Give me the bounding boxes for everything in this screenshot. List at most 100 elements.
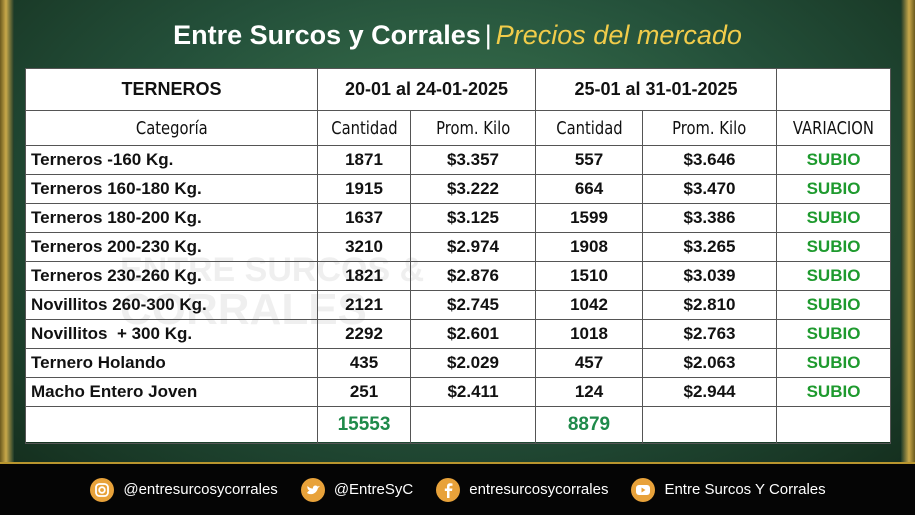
price-table: TERNEROS 20-01 al 24-01-2025 25-01 al 31-0… <box>25 68 891 444</box>
variation-cell: SUBIO <box>776 290 891 320</box>
value-cell: $2.411 <box>410 377 536 407</box>
column-text: Cantidad <box>555 117 623 139</box>
value-cell: $2.810 <box>642 290 777 320</box>
instagram-icon <box>90 477 115 502</box>
category-cell: Terneros 160-180 Kg. <box>25 174 318 204</box>
column-text: Prom. Kilo <box>672 117 747 139</box>
value-cell: 251 <box>317 377 411 407</box>
category-cell: Terneros 230-260 Kg. <box>25 261 318 291</box>
value-cell: $2.944 <box>642 377 777 407</box>
value-cell: $3.470 <box>642 174 777 204</box>
value-cell: $2.601 <box>410 319 536 349</box>
column-text: Prom. Kilo <box>435 117 511 139</box>
value-cell: $2.974 <box>410 232 536 262</box>
value-cell: 457 <box>535 348 643 378</box>
footer: @entresurcosycorrales @EntreSyC entresur… <box>0 462 915 515</box>
value-cell: $2.745 <box>410 290 536 320</box>
column-header: Prom. Kilo <box>410 110 536 146</box>
data-row: Terneros 180-200 Kg. 1637 $3.125 1599 $3.386… <box>25 203 891 233</box>
variation-cell: SUBIO <box>776 348 891 378</box>
data-row: Terneros 200-230 Kg. 3210 $2.974 1908 $3.265… <box>25 232 891 262</box>
empty-cell <box>776 406 891 444</box>
youtube-icon <box>631 477 656 502</box>
twitter-icon <box>300 477 325 502</box>
value-cell: $2.876 <box>410 261 536 291</box>
value-cell: $3.646 <box>642 145 777 175</box>
data-row: Ternero Holando 435 $2.029 457 $2.063 SUBIO <box>25 348 891 378</box>
data-row: Terneros 160-180 Kg. 1915 $3.222 664 $3.470 S… <box>25 174 891 204</box>
value-cell: $3.125 <box>410 203 536 233</box>
category-cell: Ternero Holando <box>25 348 318 378</box>
value-cell: 1510 <box>535 261 643 291</box>
column-header: Prom. Kilo <box>642 110 777 146</box>
value-cell: $2.029 <box>410 348 536 378</box>
value-cell: $3.357 <box>410 145 536 175</box>
separator: | <box>484 20 492 50</box>
subtitle: Precios del mercado <box>495 20 742 50</box>
data-row: Terneros 230-260 Kg. 1821 $2.876 1510 $3.039… <box>25 261 891 291</box>
column-header: Categoría <box>25 110 318 146</box>
value-cell: $3.039 <box>642 261 777 291</box>
value-cell: 2121 <box>317 290 411 320</box>
category-cell: Novillitos 260-300 Kg. <box>25 290 318 320</box>
variation-cell: SUBIO <box>776 203 891 233</box>
value-cell: $3.222 <box>410 174 536 204</box>
value-cell: 557 <box>535 145 643 175</box>
footer-text: entresurcosycorrales <box>469 481 609 498</box>
value-cell: 1915 <box>317 174 411 204</box>
value-cell: 1871 <box>317 145 411 175</box>
data-row: Novillitos + 300 Kg. 2292 $2.601 1018 $2.763… <box>25 319 891 349</box>
variation-cell: SUBIO <box>776 377 891 407</box>
title: Entre Surcos y Corrales <box>173 20 481 50</box>
title-bar: Entre Surcos y Corrales | Precios del merc… <box>0 20 915 51</box>
category-cell: Macho Entero Joven <box>25 377 318 407</box>
column-text: VARIACION <box>792 117 875 139</box>
value-cell: $3.265 <box>642 232 777 262</box>
data-row: Terneros -160 Kg. 1871 $3.357 557 $3.646 SUBI… <box>25 145 891 175</box>
value-cell: 2292 <box>317 319 411 349</box>
header-row: TERNEROS 20-01 al 24-01-2025 25-01 al 31-0… <box>25 68 891 111</box>
value-cell: 1018 <box>535 319 643 349</box>
category-cell: Terneros 180-200 Kg. <box>25 203 318 233</box>
empty-cell <box>776 68 891 111</box>
column-header: Cantidad <box>535 110 643 146</box>
value-cell: 435 <box>317 348 411 378</box>
totals-row: 15553 8879 <box>25 406 891 444</box>
period-header: 20-01 al 24-01-2025 <box>317 68 536 111</box>
twitter-link[interactable]: @EntreSyC <box>300 477 413 503</box>
value-cell: 124 <box>535 377 643 407</box>
value-cell: 664 <box>535 174 643 204</box>
youtube-link[interactable]: Entre Surcos Y Corrales <box>630 477 826 503</box>
variation-cell: SUBIO <box>776 145 891 175</box>
value-cell: 3210 <box>317 232 411 262</box>
category-cell: Novillitos + 300 Kg. <box>25 319 318 349</box>
data-row: Novillitos 260-300 Kg. 2121 $2.745 1042 $2.8… <box>25 290 891 320</box>
variation-cell: SUBIO <box>776 232 891 262</box>
facebook-link[interactable]: entresurcosycorrales <box>435 477 608 503</box>
data-row: Macho Entero Joven 251 $2.411 124 $2.944 SUBI… <box>25 377 891 407</box>
footer-text: @EntreSyC <box>333 481 414 498</box>
value-cell: 1599 <box>535 203 643 233</box>
value-cell: 1637 <box>317 203 411 233</box>
empty-cell <box>410 406 536 444</box>
column-header: Cantidad <box>317 110 411 146</box>
variation-cell: SUBIO <box>776 174 891 204</box>
value-cell: $2.063 <box>642 348 777 378</box>
facebook-icon <box>436 477 461 502</box>
value-cell: 1042 <box>535 290 643 320</box>
category-cell: Terneros -160 Kg. <box>25 145 318 175</box>
column-header: VARIACION <box>776 110 891 146</box>
value-cell: 1908 <box>535 232 643 262</box>
value-cell: 1821 <box>317 261 411 291</box>
category-cell: Terneros 200-230 Kg. <box>25 232 318 262</box>
total-cell: 8879 <box>535 406 643 444</box>
variation-cell: SUBIO <box>776 319 891 349</box>
instagram-link[interactable]: @entresurcosycorrales <box>89 477 278 503</box>
column-text: Cantidad <box>330 117 398 139</box>
total-cell: 15553 <box>317 406 411 444</box>
variation-cell: SUBIO <box>776 261 891 291</box>
period-header: 25-01 al 31-01-2025 <box>535 68 777 111</box>
empty-cell <box>25 406 318 444</box>
footer-text: Entre Surcos Y Corrales <box>664 481 826 498</box>
value-cell: $3.386 <box>642 203 777 233</box>
